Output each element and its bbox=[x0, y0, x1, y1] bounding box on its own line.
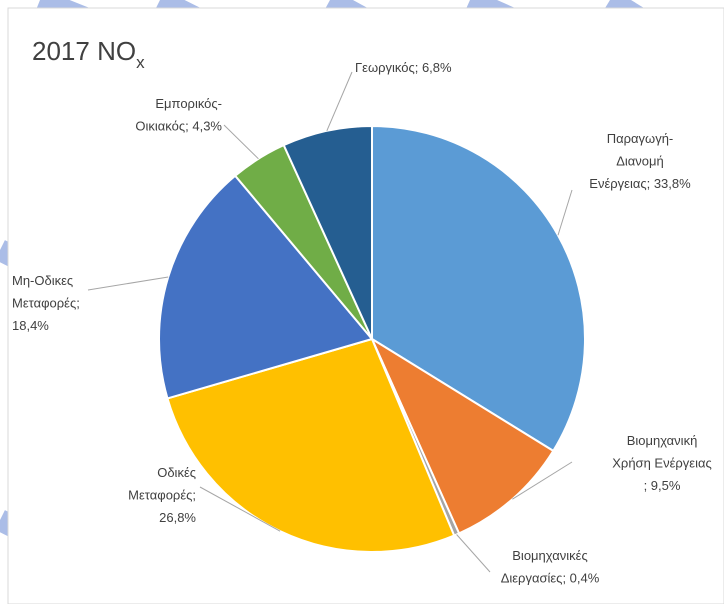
data-label: Βιομηχανικές Διεργασίες; 0,4% bbox=[501, 548, 600, 586]
data-label-line: Διεργασίες; 0,4% bbox=[501, 571, 600, 586]
data-label-line: 18,4% bbox=[12, 318, 49, 333]
data-label-line: Μεταφορές; bbox=[128, 488, 196, 503]
pie-slice bbox=[158, 174, 374, 400]
data-label-line: Μη-Οδικες bbox=[12, 273, 73, 288]
data-label-line: Γεωργικός; 6,8% bbox=[355, 60, 452, 75]
data-label: Εμπορικός- Οικιακός; 4,3% bbox=[135, 96, 222, 134]
data-label-line: Εμπορικός- bbox=[155, 96, 222, 111]
chart-title: 2017 NOx bbox=[32, 36, 145, 72]
data-label-line: Βιομηχανική bbox=[627, 433, 698, 448]
data-label-line: ; 9,5% bbox=[644, 478, 681, 493]
title-subscript: x bbox=[136, 53, 145, 72]
leader-line bbox=[512, 461, 573, 500]
data-label-line: Διανομή bbox=[616, 154, 664, 169]
data-label-line: Βιομηχανικές bbox=[512, 548, 587, 563]
leader-line bbox=[557, 189, 573, 236]
data-label: Βιομηχανική Χρήση Ενέργειας ; 9,5% bbox=[612, 433, 712, 493]
data-label: Μη-Οδικες Μεταφορές; 18,4% bbox=[12, 273, 80, 333]
data-label-line: Οικιακός; 4,3% bbox=[135, 119, 222, 134]
leader-line bbox=[87, 276, 169, 291]
data-label-line: Χρήση Ενέργειας bbox=[612, 456, 712, 471]
data-label: Παραγωγή- Διανομή Ενέργειας; 33,8% bbox=[589, 131, 691, 191]
title-text: 2017 NO bbox=[32, 36, 136, 66]
data-label: Οδικές Μεταφορές; 26,8% bbox=[128, 465, 196, 525]
data-label-line: Οδικές bbox=[157, 465, 196, 480]
data-label-line: 26,8% bbox=[159, 510, 196, 525]
pie-slice bbox=[369, 336, 555, 535]
data-label-line: Μεταφορές; bbox=[12, 296, 80, 311]
leader-line bbox=[199, 486, 281, 532]
data-label: Γεωργικός; 6,8% bbox=[355, 60, 452, 75]
leader-line bbox=[456, 534, 491, 573]
leader-line bbox=[223, 124, 259, 160]
leader-line bbox=[326, 71, 353, 132]
data-label-line: Ενέργειας; 33,8% bbox=[589, 176, 691, 191]
data-label-line: Παραγωγή- bbox=[607, 131, 674, 146]
